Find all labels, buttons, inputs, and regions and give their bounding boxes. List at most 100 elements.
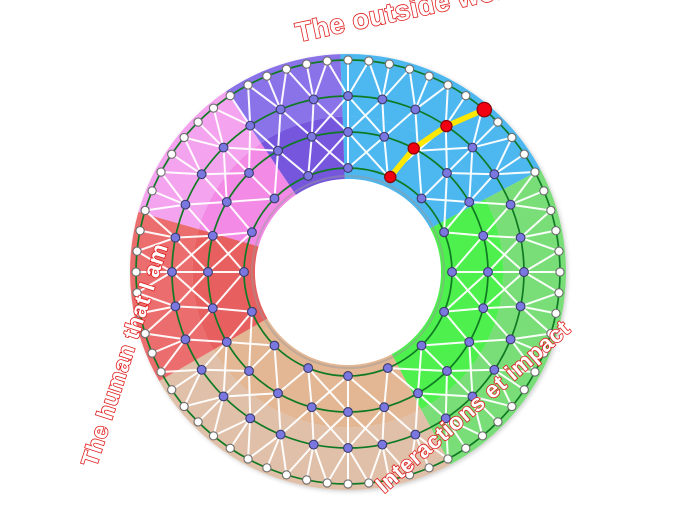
node-outer[interactable] <box>477 431 488 441</box>
node-inner[interactable] <box>273 145 283 156</box>
node-outer[interactable] <box>364 478 374 488</box>
node-outer[interactable] <box>461 91 471 101</box>
node-outer[interactable] <box>135 225 145 236</box>
node-inner[interactable] <box>439 227 450 238</box>
node-inner[interactable] <box>515 232 526 243</box>
node-outer[interactable] <box>208 103 219 113</box>
node-inner[interactable] <box>218 142 229 153</box>
node-outer[interactable] <box>225 91 235 101</box>
node-inner[interactable] <box>221 197 232 207</box>
node-inner[interactable] <box>410 104 421 115</box>
sector-purple-inner[interactable] <box>261 116 345 195</box>
node-outer[interactable] <box>262 71 272 81</box>
node-inner[interactable] <box>269 193 280 204</box>
node-inner[interactable] <box>245 413 256 424</box>
node-inner[interactable] <box>483 267 493 277</box>
node-inner[interactable] <box>478 230 489 241</box>
node-inner[interactable] <box>196 169 207 180</box>
node-inner[interactable] <box>382 363 393 374</box>
sector-green-outer[interactable] <box>421 169 566 465</box>
node-outer[interactable] <box>322 478 332 488</box>
sector-pink-inner[interactable] <box>198 143 296 247</box>
node-inner[interactable] <box>505 199 516 210</box>
node-inner[interactable] <box>170 232 181 243</box>
node-outer[interactable] <box>156 167 166 177</box>
node-outer[interactable] <box>135 308 145 319</box>
node-outer[interactable] <box>167 149 177 159</box>
node-outer[interactable] <box>551 225 561 236</box>
node-outer[interactable] <box>461 443 471 453</box>
node-inner[interactable] <box>244 168 254 178</box>
node-inner[interactable] <box>343 91 353 101</box>
node-inner[interactable] <box>308 439 319 450</box>
node-inner[interactable] <box>303 170 314 181</box>
node-outer[interactable] <box>281 64 292 74</box>
node-outer[interactable] <box>281 470 292 480</box>
node-outer[interactable] <box>131 267 141 277</box>
node-outer[interactable] <box>132 246 142 256</box>
node-inner[interactable] <box>275 104 286 115</box>
highlight-path[interactable] <box>387 106 488 180</box>
sector-pink-outer[interactable] <box>138 91 262 230</box>
node-outer[interactable] <box>404 470 415 480</box>
node-inner[interactable] <box>170 301 181 312</box>
node-inner[interactable] <box>379 131 390 142</box>
node-highlighted[interactable] <box>440 119 453 133</box>
node-outer[interactable] <box>424 71 434 81</box>
node-outer[interactable] <box>507 132 517 143</box>
node-outer[interactable] <box>555 267 565 277</box>
node-outer[interactable] <box>225 443 235 453</box>
node-inner[interactable] <box>180 199 191 210</box>
node-outer[interactable] <box>343 55 353 65</box>
node-inner[interactable] <box>203 267 213 277</box>
sector-tan-outer[interactable] <box>159 349 451 490</box>
node-outer[interactable] <box>546 328 556 339</box>
node-inner[interactable] <box>464 337 475 347</box>
node-outer[interactable] <box>404 64 415 74</box>
node-outer[interactable] <box>554 288 564 298</box>
node-inner[interactable] <box>416 193 427 204</box>
node-inner[interactable] <box>269 340 280 351</box>
node-inner[interactable] <box>244 366 254 376</box>
node-inner[interactable] <box>505 334 516 345</box>
node-outer[interactable] <box>301 59 312 69</box>
node-inner[interactable] <box>246 227 257 238</box>
node-inner[interactable] <box>410 429 421 440</box>
node-inner[interactable] <box>447 267 457 277</box>
node-outer[interactable] <box>156 367 166 377</box>
node-outer[interactable] <box>424 463 434 473</box>
node-inner[interactable] <box>467 391 478 402</box>
node-outer[interactable] <box>193 117 203 127</box>
node-inner[interactable] <box>196 364 207 375</box>
node-inner[interactable] <box>440 413 451 424</box>
node-inner[interactable] <box>442 366 452 376</box>
node-outer[interactable] <box>539 348 549 358</box>
node-outer[interactable] <box>551 308 561 319</box>
node-inner[interactable] <box>207 230 218 241</box>
node-inner[interactable] <box>442 168 452 178</box>
node-outer[interactable] <box>519 149 529 159</box>
network-nodes[interactable] <box>131 55 565 489</box>
node-inner[interactable] <box>343 407 353 417</box>
node-inner[interactable] <box>467 142 478 153</box>
node-inner[interactable] <box>246 306 257 317</box>
node-inner[interactable] <box>343 163 353 173</box>
node-outer[interactable] <box>132 288 142 298</box>
node-outer[interactable] <box>539 186 549 196</box>
node-inner[interactable] <box>239 267 249 277</box>
node-inner[interactable] <box>180 334 191 345</box>
node-inner[interactable] <box>273 388 283 399</box>
node-outer[interactable] <box>384 475 395 485</box>
node-highlighted[interactable] <box>407 142 420 155</box>
node-inner[interactable] <box>218 391 229 402</box>
node-inner[interactable] <box>343 443 353 453</box>
node-outer[interactable] <box>262 463 272 473</box>
node-outer[interactable] <box>519 385 529 395</box>
node-outer[interactable] <box>140 205 150 216</box>
node-inner[interactable] <box>478 303 489 314</box>
node-inner[interactable] <box>489 169 500 180</box>
highlight-path-line[interactable] <box>387 106 488 180</box>
node-outer[interactable] <box>179 132 189 143</box>
node-inner[interactable] <box>308 94 319 105</box>
node-inner[interactable] <box>515 301 526 312</box>
